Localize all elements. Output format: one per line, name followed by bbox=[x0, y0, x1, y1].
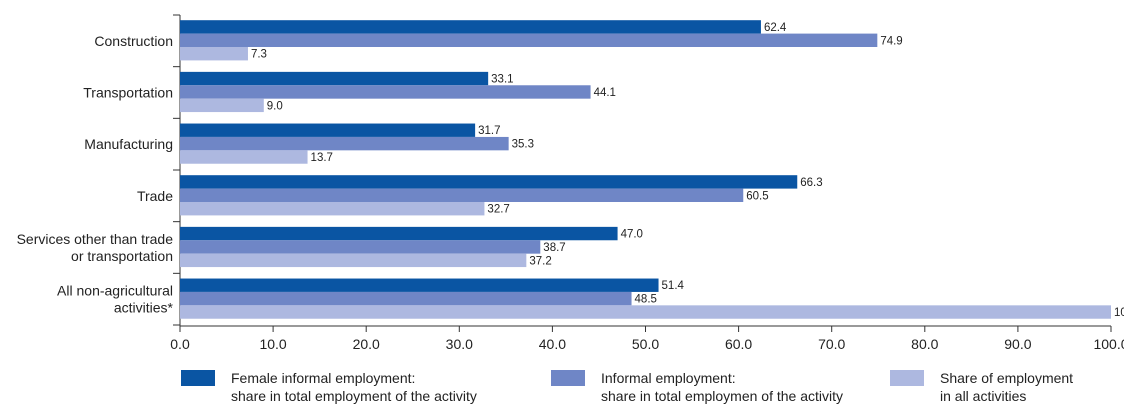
data-label: 35.3 bbox=[512, 139, 534, 151]
category-label-line: All non-agricultural bbox=[57, 283, 173, 299]
x-tick-label: 30.0 bbox=[446, 336, 473, 352]
legend-item: Informal employment: share in total emplo… bbox=[551, 370, 843, 404]
bar bbox=[180, 226, 618, 241]
bar bbox=[180, 98, 264, 113]
data-label: 66.3 bbox=[800, 177, 822, 189]
legend-label-line: Share of employment bbox=[940, 370, 1073, 386]
x-tick-label: 50.0 bbox=[632, 336, 659, 352]
category-label-line: Construction bbox=[94, 33, 173, 49]
x-axis: 0.0 10.0 20.0 30.0 40.0 50.0 60.0 70.0 80.0 90.0 1… bbox=[170, 325, 1124, 352]
bars-group: 62.4 33.1 31.7 66.3 47.0 51.4 74.9 44.1 35.3 60.5… bbox=[180, 20, 1124, 319]
bar bbox=[180, 33, 878, 47]
legend-swatch bbox=[181, 370, 215, 386]
y-axis bbox=[173, 14, 181, 326]
data-label: 74.9 bbox=[880, 35, 902, 47]
x-tick-label: 40.0 bbox=[539, 336, 566, 352]
data-label: 47.0 bbox=[621, 229, 643, 241]
category-labels: Construction Transportation Manufacturing T… bbox=[17, 33, 174, 316]
category-label-line: Manufacturing bbox=[84, 136, 173, 152]
legend-label: Share of employment in all activities bbox=[940, 370, 1073, 404]
bar bbox=[180, 150, 308, 164]
data-label: 13.7 bbox=[311, 152, 333, 164]
bar bbox=[180, 47, 248, 61]
category-label-line: activities* bbox=[114, 300, 174, 316]
x-tick-label: 70.0 bbox=[818, 336, 845, 352]
category-label: Manufacturing bbox=[84, 136, 173, 152]
bar bbox=[180, 20, 761, 34]
x-tick-label: 100.0 bbox=[1093, 336, 1124, 352]
legend-label-line: share in total employment of the activit… bbox=[231, 388, 477, 404]
bar bbox=[180, 305, 1111, 319]
bar bbox=[180, 202, 485, 216]
bar bbox=[180, 291, 632, 306]
legend-swatch bbox=[551, 370, 585, 386]
x-tick-label: 0.0 bbox=[170, 336, 190, 352]
x-tick-label: 60.0 bbox=[725, 336, 752, 352]
legend-label-line: Informal employment: bbox=[601, 370, 736, 386]
bar bbox=[180, 71, 489, 86]
x-tick-label: 10.0 bbox=[259, 336, 286, 352]
data-label: 37.2 bbox=[529, 255, 551, 267]
legend-label: Female informal employment: share in tota… bbox=[231, 370, 477, 404]
bar bbox=[180, 123, 476, 137]
data-label: 33.1 bbox=[491, 74, 513, 86]
category-label-line: or transportation bbox=[71, 248, 173, 264]
category-label: Transportation bbox=[83, 85, 173, 101]
category-label: Trade bbox=[137, 188, 173, 204]
data-label: 48.5 bbox=[635, 294, 657, 306]
category-label: Services other than trade or transportati… bbox=[17, 231, 174, 264]
category-label-line: Services other than trade bbox=[17, 231, 174, 247]
bar bbox=[180, 136, 509, 151]
legend-item: Share of employment in all activities bbox=[890, 370, 1073, 404]
x-tick-label: 20.0 bbox=[353, 336, 380, 352]
bar bbox=[180, 240, 541, 254]
legend: Female informal employment: share in tota… bbox=[181, 370, 1073, 404]
data-label: 31.7 bbox=[478, 125, 500, 137]
data-label: 7.3 bbox=[251, 49, 267, 61]
legend-label-line: in all activities bbox=[940, 388, 1026, 404]
bar bbox=[180, 85, 591, 99]
data-label: 60.5 bbox=[746, 190, 768, 202]
data-label: 51.4 bbox=[662, 280, 685, 292]
data-label: 38.7 bbox=[543, 242, 565, 254]
legend-item: Female informal employment: share in tota… bbox=[181, 370, 477, 404]
x-tick-label: 90.0 bbox=[1004, 336, 1031, 352]
data-label: 62.4 bbox=[764, 22, 787, 34]
bar bbox=[180, 278, 659, 292]
x-tick-label: 80.0 bbox=[911, 336, 938, 352]
category-label-line: Trade bbox=[137, 188, 173, 204]
legend-label-line: share in total employmen of the activity bbox=[601, 388, 843, 404]
bar bbox=[180, 253, 527, 268]
bar bbox=[180, 188, 744, 202]
legend-label: Informal employment: share in total emplo… bbox=[601, 370, 843, 404]
legend-label-line: Female informal employment: bbox=[231, 370, 415, 386]
data-label: 9.0 bbox=[267, 100, 283, 112]
category-label-line: Transportation bbox=[83, 85, 173, 101]
category-label: Construction bbox=[94, 33, 173, 49]
legend-swatch bbox=[890, 370, 924, 386]
data-label: 32.7 bbox=[487, 204, 509, 216]
data-label: 100.0 bbox=[1114, 307, 1124, 319]
bar bbox=[180, 175, 798, 189]
category-label: All non-agricultural activities* bbox=[57, 283, 173, 316]
data-label: 44.1 bbox=[594, 87, 616, 99]
